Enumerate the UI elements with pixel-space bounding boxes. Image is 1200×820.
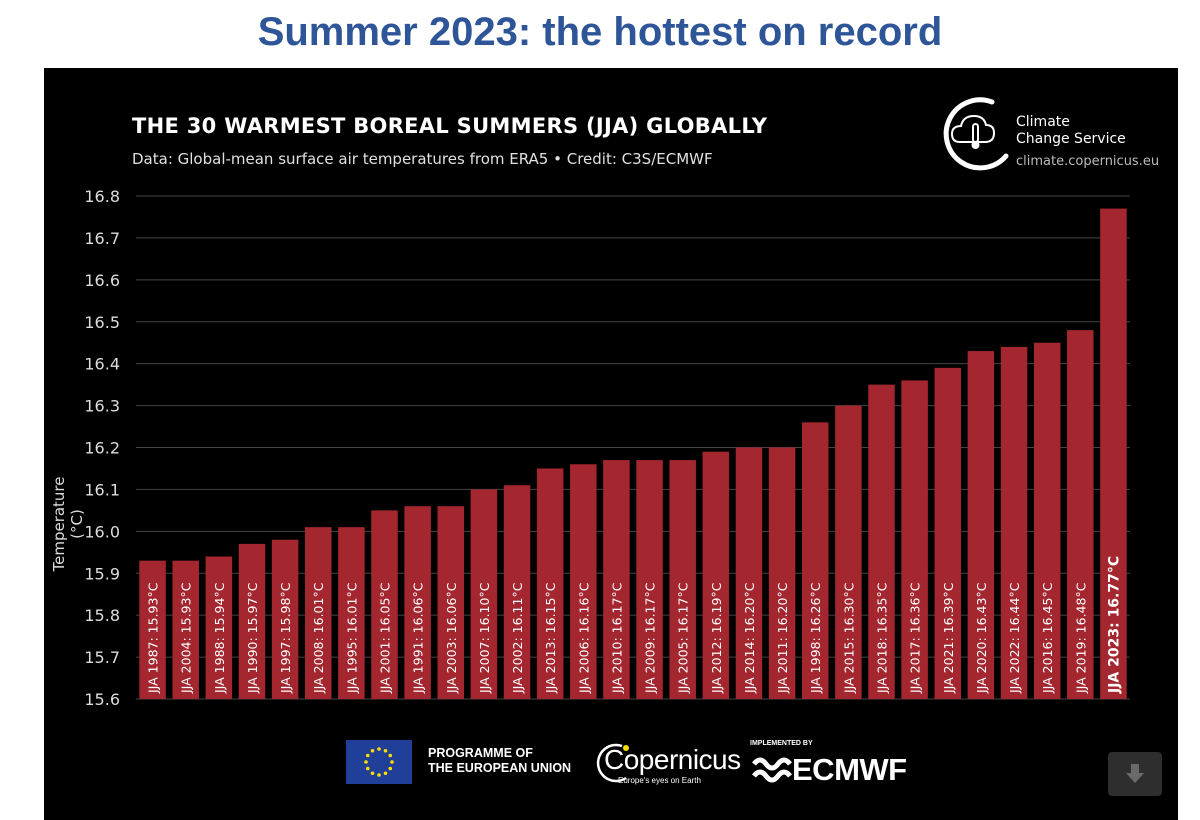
copernicus-swirl-icon — [596, 743, 629, 783]
bar-label-25: JJA 2020: 16.43°C — [974, 582, 989, 694]
bar-label-27: JJA 2016: 16.45°C — [1040, 582, 1055, 694]
y-tick-label: 16.4 — [84, 355, 120, 374]
bar-16 — [669, 460, 696, 699]
bar-label-16: JJA 2005: 16.17°C — [676, 582, 691, 694]
bar-label-19: JJA 2011: 16.20°C — [775, 582, 790, 694]
bar-label-18: JJA 2014: 16.20°C — [742, 582, 757, 694]
bar-21 — [835, 405, 862, 699]
bar-28 — [1067, 330, 1094, 699]
bar-17 — [702, 451, 730, 699]
bar-6 — [338, 527, 365, 699]
bar-22 — [868, 384, 895, 699]
eu-text-line1: PROGRAMME OF — [428, 746, 533, 760]
bar-23 — [901, 380, 928, 699]
ecmwf-logo: IMPLEMENTED BY ECMWF — [750, 740, 930, 787]
bar-label-22: JJA 2018: 16.35°C — [875, 582, 890, 694]
bar-label-9: JJA 2003: 16.06°C — [444, 582, 459, 694]
download-button[interactable] — [1108, 752, 1162, 796]
page-title: Summer 2023: the hottest on record — [257, 10, 943, 54]
bar-label-2: JJA 1988: 15.94°C — [212, 582, 227, 694]
y-tick-label: 15.9 — [84, 564, 120, 583]
bar-0 — [139, 560, 166, 699]
y-tick-label: 16.6 — [84, 271, 120, 290]
bar-label-15: JJA 2009: 16.17°C — [643, 582, 658, 694]
y-tick-label: 15.7 — [84, 648, 120, 667]
logo-text-line1: Climate — [1016, 114, 1070, 130]
bar-27 — [1033, 342, 1061, 699]
bar-2 — [205, 556, 233, 699]
copernicus-name: Copernicus — [604, 744, 741, 775]
bar-label-0: JJA 1987: 15.93°C — [146, 582, 161, 694]
bar-15 — [636, 460, 663, 699]
bar-label-26: JJA 2022: 16.44°C — [1007, 582, 1022, 694]
bar-14 — [603, 460, 630, 699]
bar-4 — [271, 539, 299, 699]
ecmwf-implemented-by: IMPLEMENTED BY — [750, 740, 813, 747]
bar-label-6: JJA 1995: 16.01°C — [344, 582, 359, 694]
bar-label-4: JJA 1997: 15.98°C — [278, 582, 293, 694]
bar-label-7: JJA 2001: 16.05°C — [378, 582, 393, 694]
y-tick-label: 16.3 — [84, 397, 120, 416]
chart-subtitle: Data: Global-mean surface air temperatur… — [132, 150, 713, 168]
bar-29 — [1100, 208, 1127, 699]
chart-title: THE 30 WARMEST BOREAL SUMMERS (JJA) GLOB… — [132, 114, 768, 138]
bar-26 — [1000, 346, 1028, 699]
chart-panel: THE 30 WARMEST BOREAL SUMMERS (JJA) GLOB… — [44, 68, 1178, 820]
ecmwf-name: ECMWF — [792, 752, 907, 787]
bar-18 — [735, 447, 763, 699]
bar-25 — [967, 351, 995, 699]
bar-label-21: JJA 2015: 16.30°C — [841, 582, 856, 694]
logo-url: climate.copernicus.eu — [1016, 154, 1160, 169]
logo-text-line2: Change Service — [1016, 131, 1126, 147]
bar-12 — [536, 468, 564, 699]
bar-label-11: JJA 2002: 16.11°C — [510, 582, 525, 694]
bar-label-20: JJA 1998: 16.26°C — [808, 582, 823, 694]
bar-3 — [238, 543, 266, 699]
bar-label-24: JJA 2021: 16.39°C — [941, 582, 956, 694]
bar-9 — [437, 506, 465, 699]
bar-7 — [371, 510, 398, 699]
eu-flag-icon — [346, 740, 412, 784]
bar-label-28: JJA 2019: 16.48°C — [1073, 582, 1088, 694]
y-tick-label: 15.8 — [84, 606, 120, 625]
copernicus-logo: Copernicus Europe's eyes on Earth — [596, 740, 741, 786]
eu-text-line2: THE EUROPEAN UNION — [428, 761, 572, 775]
bar-label-10: JJA 2007: 16.10°C — [477, 582, 492, 694]
bar-chart: 16.8 16.7 16.6 16.5 16.4 16.3 16.2 16.1 16.0 15.9… — [84, 187, 1130, 709]
bar-label-5: JJA 2008: 16.01°C — [311, 582, 326, 694]
bar-1 — [172, 560, 199, 699]
eu-programme-logo: PROGRAMME OF THE EUROPEAN UNION — [346, 738, 596, 784]
bar-label-14: JJA 2010: 16.17°C — [609, 582, 624, 694]
climate-change-service-logo: Climate Change Service climate.copernicu… — [940, 94, 1170, 174]
bar-label-8: JJA 1991: 16.06°C — [411, 582, 426, 694]
bar-label-12: JJA 2013: 16.15°C — [543, 582, 558, 694]
y-tick-label: 16.8 — [84, 187, 120, 206]
bar-20 — [801, 422, 829, 699]
y-tick-label: 16.0 — [84, 522, 120, 541]
ecmwf-waves-icon — [752, 757, 792, 783]
bar-10 — [470, 489, 498, 699]
bar-11 — [503, 485, 531, 699]
y-tick-label: 16.2 — [84, 439, 120, 458]
bar-label-3: JJA 1990: 15.97°C — [245, 582, 260, 694]
bar-13 — [570, 464, 597, 699]
bar-label-1: JJA 2004: 15.93°C — [179, 582, 194, 694]
download-arrow-icon — [1126, 764, 1144, 783]
copernicus-tagline: Europe's eyes on Earth — [618, 776, 701, 785]
climate-logo-icon — [943, 97, 1009, 171]
bar-5 — [304, 527, 332, 699]
y-tick-label: 16.5 — [84, 313, 120, 332]
bar-label-17: JJA 2012: 16.19°C — [709, 582, 724, 694]
y-tick-label: 16.1 — [84, 480, 120, 499]
bar-label-13: JJA 2006: 16.16°C — [576, 582, 591, 694]
y-tick-label: 16.7 — [84, 229, 120, 248]
bar-8 — [404, 506, 431, 699]
y-tick-label: 15.6 — [84, 690, 120, 709]
bar-label-23: JJA 2017: 16.36°C — [908, 582, 923, 694]
bar-24 — [934, 367, 962, 699]
bar-19 — [768, 447, 796, 699]
bar-label-29: JJA 2023: 16.77°C — [1106, 556, 1122, 694]
